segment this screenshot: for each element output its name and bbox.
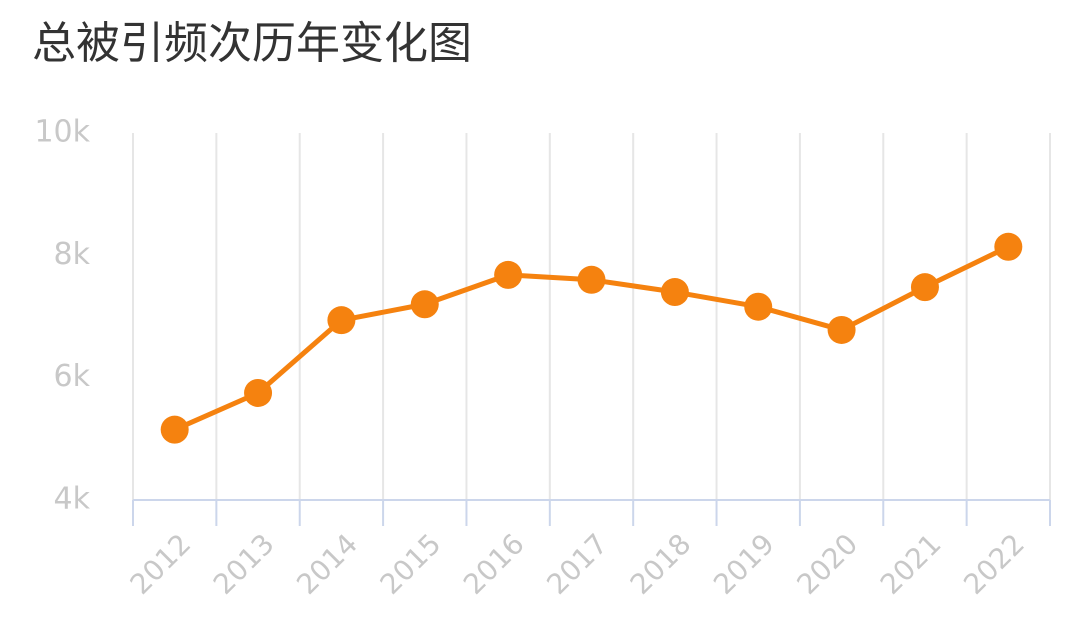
y-tick-label: 4k (54, 482, 91, 517)
x-tick-label: 2015 (374, 527, 448, 601)
point (660, 278, 689, 307)
x-tick-label: 2016 (457, 527, 531, 601)
point (494, 260, 523, 289)
point (244, 378, 273, 407)
point (910, 273, 939, 302)
y-tick-label: 10k (34, 115, 90, 150)
x-tick-label: 2013 (207, 527, 281, 601)
x-tick-label: 2018 (624, 527, 698, 601)
point (577, 265, 606, 294)
x-tick-label: 2014 (290, 527, 364, 601)
point (410, 290, 439, 319)
x-tick-label: 2019 (707, 527, 781, 601)
y-tick-label: 6k (54, 359, 91, 394)
point (744, 292, 773, 321)
x-tick-label: 2012 (124, 527, 198, 601)
point (994, 232, 1023, 261)
x-tick-label: 2021 (874, 527, 948, 601)
point (327, 306, 356, 335)
x-tick-label: 2020 (790, 527, 864, 601)
point (827, 315, 856, 344)
point (160, 415, 189, 444)
x-tick-label: 2022 (957, 527, 1031, 601)
y-tick-label: 8k (54, 237, 91, 272)
x-tick-label: 2017 (540, 527, 614, 601)
chart-title: 总被引频次历年变化图 (32, 18, 472, 69)
